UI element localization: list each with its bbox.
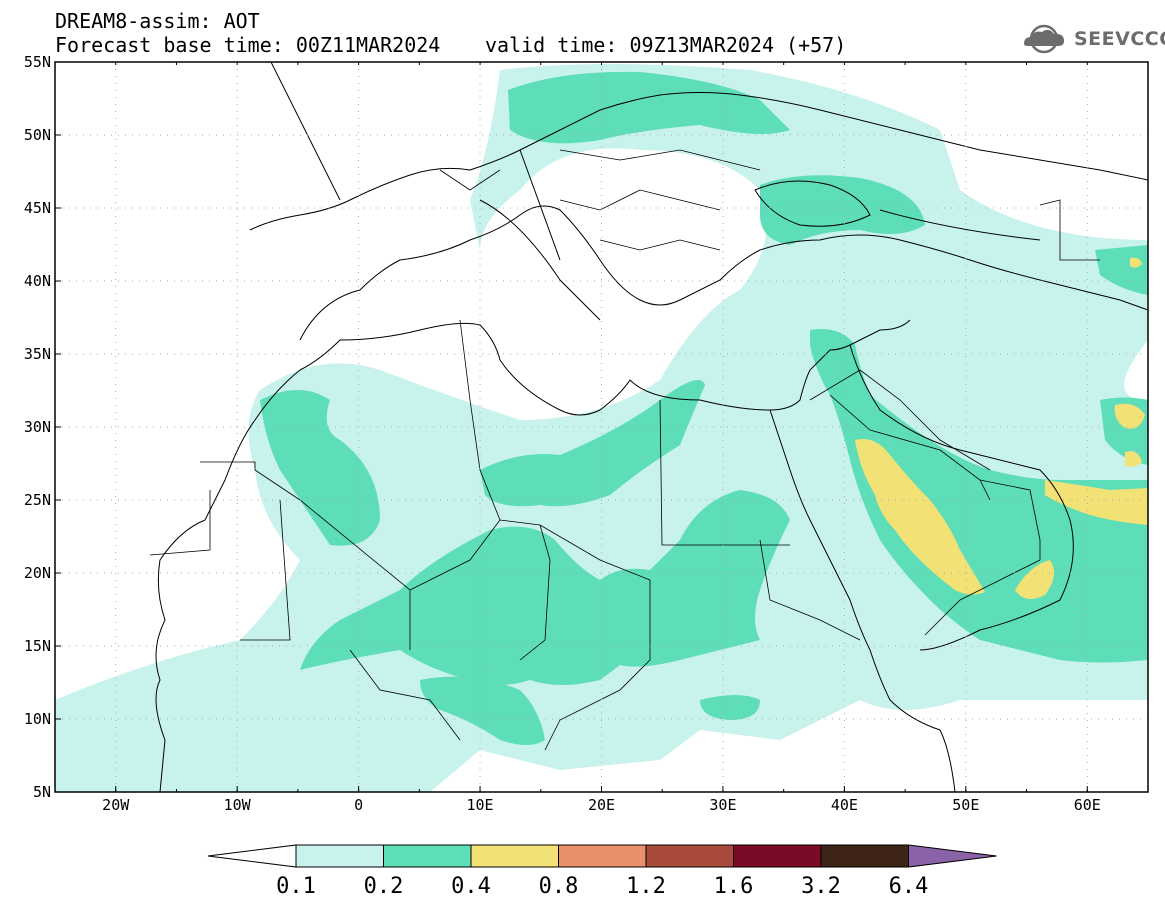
colorbar-high-arrow xyxy=(908,844,997,868)
lat-tick-label: 40N xyxy=(24,272,51,290)
seevccc-logo: SEEVCCC xyxy=(1018,24,1165,54)
lon-tick-label: 20W xyxy=(102,796,130,814)
colorbar-swatch xyxy=(558,844,647,868)
colorbar-label: 1.6 xyxy=(714,874,754,899)
lon-tick-label: 10E xyxy=(467,796,494,814)
lat-tick-label: 25N xyxy=(24,491,51,509)
lon-tick-label: 10W xyxy=(224,796,252,814)
lon-tick-label: 30E xyxy=(709,796,736,814)
lat-tick-label: 5N xyxy=(33,783,51,801)
aot-level-0-2 xyxy=(260,71,1148,745)
coastlines xyxy=(155,62,1148,792)
colorbar-label: 0.8 xyxy=(539,874,579,899)
colorbar-label: 0.4 xyxy=(451,874,491,899)
lat-tick-label: 15N xyxy=(24,637,51,655)
lon-tick-label: 20E xyxy=(588,796,615,814)
colorbar-swatch xyxy=(383,844,472,868)
lat-tick-label: 20N xyxy=(24,564,51,582)
latitude-labels: 55N 50N 45N 40N 35N 30N 25N 20N 15N 10N 5N xyxy=(24,53,51,801)
lat-tick-label: 45N xyxy=(24,199,51,217)
colorbar-swatch xyxy=(470,844,559,868)
lat-tick-label: 50N xyxy=(24,126,51,144)
cloud-circle-icon xyxy=(1024,24,1064,54)
lon-tick-label: 60E xyxy=(1074,796,1101,814)
aot-shading xyxy=(55,64,1148,792)
colorbar-label: 6.4 xyxy=(889,874,929,899)
colorbar-swatch xyxy=(645,844,734,868)
country-borders xyxy=(149,149,1100,751)
lat-tick-label: 35N xyxy=(24,345,51,363)
colorbar-swatch xyxy=(733,844,822,868)
lon-tick-label: 50E xyxy=(952,796,979,814)
colorbar-swatch xyxy=(295,844,384,868)
longitude-labels: 20W 10W 0 10E 20E 30E 40E 50E 60E xyxy=(102,796,1101,814)
lon-tick-label: 40E xyxy=(831,796,858,814)
colorbar-label: 1.2 xyxy=(626,874,666,899)
colorbar-swatch xyxy=(820,844,909,868)
colorbar: 0.1 0.2 0.4 0.8 1.2 1.6 3.2 6.4 xyxy=(207,844,997,899)
valid-time: valid time: 09Z13MAR2024 (+57) xyxy=(485,33,847,57)
logo-text: SEEVCCC xyxy=(1074,28,1165,50)
colorbar-low-arrow xyxy=(207,844,297,868)
colorbar-label: 0.2 xyxy=(364,874,404,899)
aot-level-0-1 xyxy=(55,64,1148,792)
aot-level-0-4 xyxy=(855,257,1148,599)
colorbar-label: 0.1 xyxy=(276,874,316,899)
lat-tick-label: 55N xyxy=(24,53,51,71)
lat-tick-label: 10N xyxy=(24,710,51,728)
colorbar-label: 3.2 xyxy=(801,874,841,899)
forecast-base-time: Forecast base time: 00Z11MAR2024 xyxy=(55,33,441,57)
lat-tick-label: 30N xyxy=(24,418,51,436)
map-title: DREAM8-assim: AOT xyxy=(55,9,260,33)
lon-tick-label: 0 xyxy=(354,796,363,814)
axis-ticks xyxy=(54,61,1149,793)
gridlines xyxy=(55,62,1148,792)
